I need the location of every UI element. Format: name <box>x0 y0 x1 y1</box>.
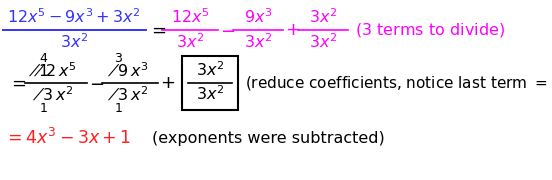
Text: (exponents were subtracted): (exponents were subtracted) <box>152 130 385 145</box>
Text: $+$: $+$ <box>285 21 300 39</box>
Text: $3$: $3$ <box>114 53 123 66</box>
Text: $3x^2$: $3x^2$ <box>244 34 272 52</box>
Text: $3x^2$: $3x^2$ <box>60 34 88 52</box>
Text: $=$: $=$ <box>8 74 26 92</box>
Text: $12x^5 - 9x^3 + 3x^2$: $12x^5 - 9x^3 + 3x^2$ <box>7 9 141 27</box>
Text: $+$: $+$ <box>161 74 176 92</box>
Text: $-$: $-$ <box>220 21 236 39</box>
Text: (reduce coefficients, notice last term $=1$): (reduce coefficients, notice last term $… <box>245 74 552 92</box>
Text: $4$: $4$ <box>39 53 49 66</box>
Text: $\not{\!9}\,x^3$: $\not{\!9}\,x^3$ <box>108 62 148 80</box>
Text: $\not{\!3}\,x^2$: $\not{\!3}\,x^2$ <box>33 86 73 104</box>
Text: $3x^2$: $3x^2$ <box>196 86 224 104</box>
Text: $=$: $=$ <box>148 21 166 39</box>
Text: $3x^2$: $3x^2$ <box>196 62 224 80</box>
Text: $\not{\!1}\!\not{2}\,x^5$: $\not{\!1}\!\not{2}\,x^5$ <box>29 62 77 80</box>
Text: $-$: $-$ <box>89 74 104 92</box>
Text: $3x^2$: $3x^2$ <box>309 34 337 52</box>
Text: $(3\ \mathrm{terms\ to\ divide})$: $(3\ \mathrm{terms\ to\ divide})$ <box>355 21 505 39</box>
Bar <box>182 56 238 110</box>
Text: $= 4x^3 - 3x + 1$: $= 4x^3 - 3x + 1$ <box>4 128 131 148</box>
Text: $3x^2$: $3x^2$ <box>309 9 337 27</box>
Text: $3x^2$: $3x^2$ <box>176 34 204 52</box>
Text: $12x^5$: $12x^5$ <box>171 9 209 27</box>
Text: $1$: $1$ <box>39 102 47 116</box>
Text: $9x^3$: $9x^3$ <box>244 9 272 27</box>
Text: $1$: $1$ <box>114 102 123 116</box>
Text: $\not{\!3}\,x^2$: $\not{\!3}\,x^2$ <box>108 86 148 104</box>
